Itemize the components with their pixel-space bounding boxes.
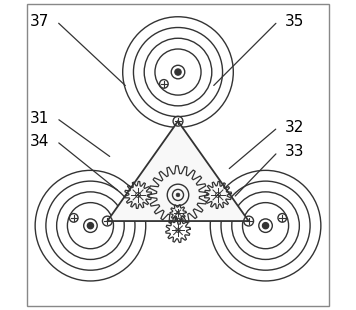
Circle shape	[87, 223, 94, 229]
Text: 31: 31	[30, 111, 49, 126]
Circle shape	[175, 69, 181, 75]
Polygon shape	[108, 121, 248, 221]
Circle shape	[176, 193, 180, 197]
Text: 32: 32	[285, 120, 304, 135]
Text: 33: 33	[285, 144, 304, 159]
Text: 37: 37	[30, 14, 49, 29]
Circle shape	[262, 223, 269, 229]
Text: 35: 35	[285, 14, 304, 29]
Text: 34: 34	[30, 134, 49, 149]
